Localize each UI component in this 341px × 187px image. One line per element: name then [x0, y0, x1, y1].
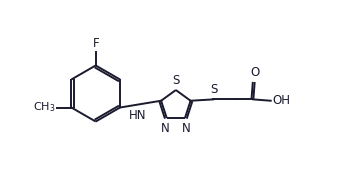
Text: CH$_3$: CH$_3$ — [33, 101, 55, 114]
Text: OH: OH — [272, 94, 290, 107]
Text: N: N — [161, 122, 170, 135]
Text: F: F — [92, 37, 99, 50]
Text: S: S — [210, 83, 218, 96]
Text: O: O — [250, 66, 259, 79]
Text: S: S — [172, 73, 179, 87]
Text: N: N — [182, 122, 191, 135]
Text: HN: HN — [129, 109, 147, 122]
